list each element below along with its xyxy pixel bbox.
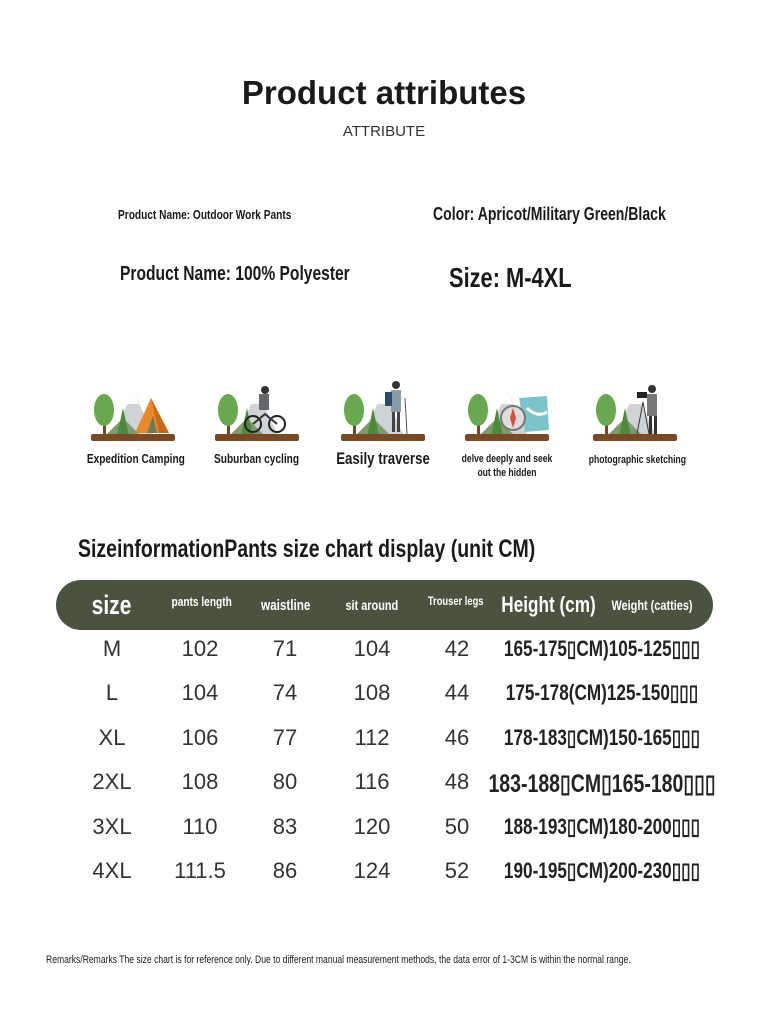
scenario-3: Easily traverse: [323, 378, 443, 467]
hiker-icon: [341, 381, 425, 441]
cell-size: 2XL: [92, 769, 132, 795]
cell-pants-length: 106: [181, 724, 219, 750]
page-subtitle: ATTRIBUTE: [342, 123, 426, 140]
compass-map-icon: [465, 390, 549, 441]
cell-size: 3XL: [92, 813, 132, 839]
camping-tent-icon: [91, 390, 175, 441]
scenario-5: photographic sketching: [575, 378, 695, 467]
cell-height-weight: 190-195▯CM)200-230▯▯▯: [503, 858, 701, 883]
table-row: 2XL 108 80 116 48 183-188▯CM▯165-180▯▯▯: [0, 769, 768, 809]
material-attribute: Product Name: 100% Polyester: [120, 263, 350, 285]
scenario-1: Expedition Camping: [73, 378, 193, 466]
scenario-label: photographic sketching: [588, 454, 686, 466]
cell-pants-length: 108: [181, 769, 219, 795]
page-title: Product attributes: [241, 74, 527, 111]
cycling-icon: [215, 386, 299, 441]
header-weight: Weight (catties): [611, 597, 693, 613]
cell-sit-around: 112: [354, 724, 390, 750]
color-attribute: Color: Apricot/Military Green/Black: [433, 204, 666, 224]
header-pants-length: pants length: [171, 593, 233, 609]
size-chart-header: size pants length waistline sit around T…: [56, 580, 713, 630]
header-waistline: waistline: [261, 596, 311, 614]
size-chart-title: SizeinformationPants size chart display …: [78, 535, 536, 563]
cell-trouser-legs: 52: [444, 858, 470, 883]
cell-waistline: 71: [272, 636, 298, 661]
cell-sit-around: 116: [354, 769, 390, 795]
cell-trouser-legs: 46: [444, 724, 470, 750]
cell-size: M: [102, 636, 122, 661]
cell-waistline: 83: [272, 813, 298, 839]
header-size: size: [92, 589, 132, 620]
cell-waistline: 86: [272, 858, 298, 883]
header-trouser-legs: Trouser legs: [428, 594, 484, 608]
cell-height-weight: 165-175▯CM)105-125▯▯▯: [503, 636, 701, 661]
scenario-label: delve deeply and seek out the hidden: [461, 453, 553, 479]
cell-waistline: 80: [272, 769, 298, 795]
remarks-note: Remarks/Remarks The size chart is for re…: [46, 954, 631, 966]
scenario-2: Suburban cycling: [197, 378, 317, 466]
cell-trouser-legs: 50: [444, 813, 470, 839]
cell-sit-around: 124: [353, 858, 391, 883]
cell-pants-length: 111.5: [174, 858, 226, 883]
cell-trouser-legs: 48: [444, 769, 470, 795]
table-row: M 102 71 104 42 165-175▯CM)105-125▯▯▯: [0, 636, 768, 676]
cell-height-weight: 183-188▯CM▯165-180▯▯▯: [488, 770, 716, 799]
cell-trouser-legs: 44: [444, 680, 470, 706]
table-row: XL 106 77 112 46 178-183▯CM)150-165▯▯▯: [0, 725, 768, 765]
header-sit-around: sit around: [345, 597, 399, 613]
cell-pants-length: 104: [181, 680, 219, 706]
size-attribute: Size: M-4XL: [449, 262, 572, 293]
cell-sit-around: 104: [353, 636, 391, 661]
scenario-label: Easily traverse: [336, 449, 430, 468]
table-row: 4XL 111.5 86 124 52 190-195▯CM)200-230▯▯▯: [0, 858, 768, 898]
scenario-4: delve deeply and seek out the hidden: [447, 378, 567, 480]
cell-sit-around: 108: [353, 680, 391, 706]
cell-pants-length: 102: [181, 636, 219, 661]
scenario-label: Expedition Camping: [86, 451, 185, 466]
scenario-label: Suburban cycling: [214, 451, 300, 466]
header-height: Height (cm): [500, 592, 596, 617]
table-row: L 104 74 108 44 175-178(CM)125-150▯▯▯: [0, 680, 768, 720]
cell-sit-around: 120: [353, 813, 391, 839]
cell-size: L: [105, 680, 119, 706]
cell-waistline: 74: [272, 680, 298, 706]
photographer-icon: [593, 385, 677, 441]
cell-size: XL: [98, 724, 126, 750]
product-name-attribute: Product Name: Outdoor Work Pants: [118, 207, 292, 222]
cell-height-weight: 175-178(CM)125-150▯▯▯: [505, 680, 699, 706]
cell-waistline: 77: [272, 724, 298, 750]
cell-height-weight: 178-183▯CM)150-165▯▯▯: [503, 724, 701, 750]
cell-pants-length: 110: [182, 813, 218, 839]
cell-height-weight: 188-193▯CM)180-200▯▯▯: [503, 813, 701, 839]
cell-trouser-legs: 42: [444, 636, 470, 661]
cell-size: 4XL: [92, 858, 132, 883]
table-row: 3XL 110 83 120 50 188-193▯CM)180-200▯▯▯: [0, 814, 768, 854]
